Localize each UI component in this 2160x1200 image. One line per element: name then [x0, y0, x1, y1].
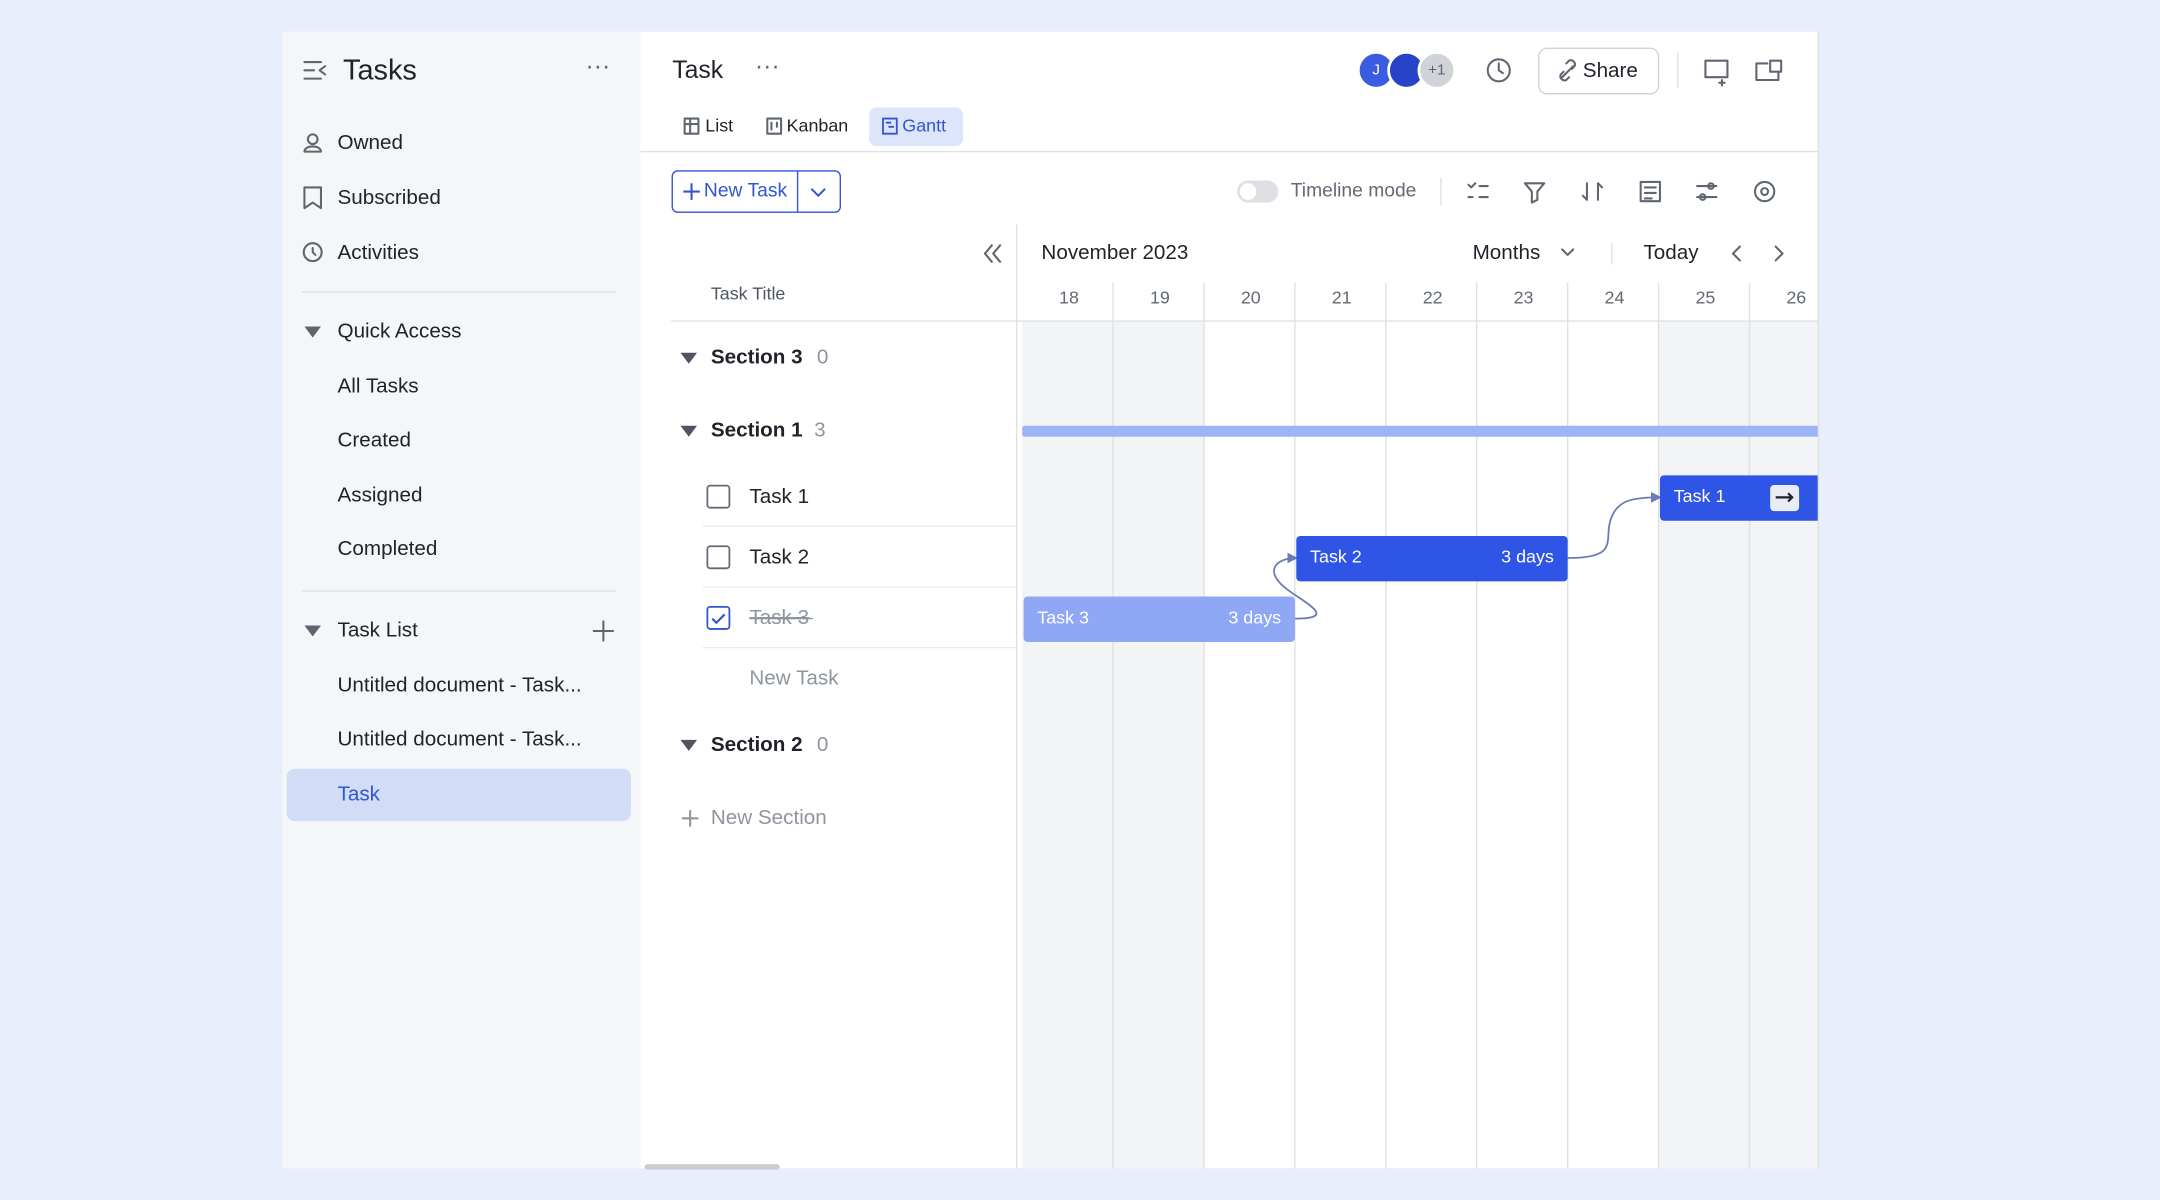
tab[interactable]: Gantt [902, 116, 946, 136]
day-label: 24 [1605, 288, 1625, 308]
section-count: 0 [817, 346, 829, 369]
tab[interactable]: Kanban [787, 116, 849, 136]
new-task-row[interactable]: New Task [749, 667, 839, 690]
nav-item[interactable]: Created [338, 428, 412, 451]
more-icon[interactable]: ··· [585, 53, 610, 80]
checkbox[interactable] [706, 545, 731, 570]
nav-item[interactable]: Task [338, 782, 381, 805]
day-label: 26 [1786, 288, 1806, 308]
nav-item[interactable]: Owned [338, 131, 403, 154]
section-name[interactable]: Section 3 [711, 346, 803, 369]
nav-item[interactable]: All Tasks [338, 375, 419, 398]
task-bar[interactable] [1023, 596, 1295, 643]
section-title[interactable]: Task List [338, 618, 419, 641]
section-count: 3 [814, 419, 826, 442]
new-task-label[interactable]: New Task [704, 181, 788, 202]
bar-label: Task 1 [1674, 486, 1726, 506]
day-label: 18 [1059, 288, 1079, 308]
day-label: 25 [1695, 288, 1715, 308]
day-label: 20 [1241, 288, 1261, 308]
task-bar[interactable] [1296, 535, 1568, 582]
day-label: 19 [1150, 288, 1170, 308]
share-button[interactable] [1538, 47, 1660, 95]
section-name[interactable]: Section 1 [711, 419, 803, 442]
sidebar [282, 31, 641, 1169]
day-label: 23 [1514, 288, 1534, 308]
sidebar-title: Tasks [343, 54, 417, 86]
section-bar [1022, 425, 1819, 437]
section-title[interactable]: Quick Access [338, 320, 462, 343]
active-tab[interactable] [869, 107, 963, 147]
avatar-more[interactable]: +1 [1428, 61, 1445, 78]
avatar[interactable]: J [1372, 61, 1380, 78]
active-item[interactable] [286, 768, 631, 822]
tab[interactable]: List [705, 116, 733, 136]
section-name[interactable]: Section 2 [711, 733, 803, 756]
prev[interactable] [1731, 245, 1741, 262]
checkbox-checked[interactable] [706, 605, 731, 630]
bar-label: Task 3 [1037, 607, 1089, 627]
nav-item[interactable]: Completed [338, 537, 438, 560]
next[interactable] [1774, 245, 1784, 262]
new-section[interactable]: New Section [711, 806, 827, 829]
nav-item[interactable]: Untitled document - Task... [338, 727, 582, 750]
dependency-line [1273, 552, 1318, 620]
checkbox[interactable] [706, 484, 731, 509]
icon[interactable] [1704, 59, 1729, 87]
add-icon[interactable] [592, 620, 615, 642]
share-label[interactable]: Share [1583, 59, 1638, 82]
column-title: Task Title [711, 284, 786, 304]
day-label: 22 [1423, 288, 1443, 308]
dependency-line [1567, 492, 1662, 559]
scale-select[interactable]: Months [1473, 241, 1541, 264]
bar-duration: 3 days [1228, 607, 1281, 627]
nav-item[interactable]: Subscribed [338, 186, 441, 209]
day-label: 21 [1332, 288, 1352, 308]
toggle-label: Timeline mode [1291, 181, 1417, 202]
nav-item[interactable]: Assigned [338, 483, 423, 506]
today-button[interactable]: Today [1643, 241, 1699, 264]
task-title[interactable]: Task 1 [749, 485, 809, 508]
month-label: November 2023 [1041, 241, 1188, 264]
scrollbar[interactable] [644, 1164, 780, 1170]
icon[interactable] [1755, 59, 1783, 82]
nav-item[interactable]: Activities [338, 241, 420, 264]
task-title[interactable]: Task 2 [749, 545, 809, 568]
nav-item[interactable]: Untitled document - Task... [338, 674, 582, 697]
more-icon[interactable]: ··· [755, 53, 780, 80]
collapse-icon[interactable] [303, 61, 327, 80]
bar-label: Task 2 [1310, 547, 1362, 567]
page-title: Task [672, 57, 724, 84]
toolbar-icons[interactable] [1467, 180, 1776, 204]
section-count: 0 [817, 733, 829, 756]
task-title-done[interactable]: Task 3 [749, 606, 809, 629]
history-icon[interactable] [1486, 58, 1511, 83]
collapse-icon[interactable] [983, 244, 1002, 263]
bar-duration: 3 days [1501, 547, 1554, 567]
